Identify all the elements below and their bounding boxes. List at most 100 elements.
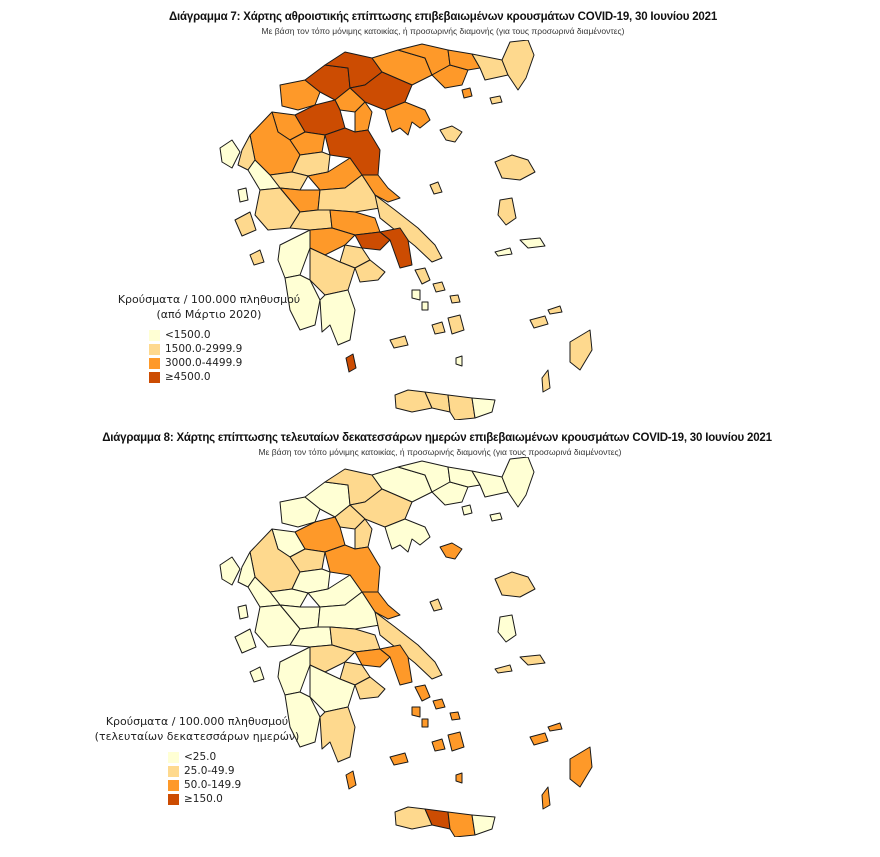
region-kalymnos — [529, 315, 549, 329]
legend-item: ≥150.0 — [168, 792, 306, 806]
legend-label: 50.0-149.9 — [184, 779, 242, 791]
region-syros — [421, 718, 429, 728]
diagram-8-subtitle: Με βάση τον τόπο μόνιμης κατοικίας, ή πρ… — [258, 447, 622, 457]
region-skyros — [429, 598, 443, 612]
region-kefalonia — [234, 628, 257, 654]
region-mykonos — [449, 711, 461, 721]
region-lakonia — [319, 289, 356, 346]
region-rodopi — [471, 53, 509, 81]
region-lefkada — [237, 604, 249, 620]
region-milos — [389, 752, 409, 766]
region-lasithi — [471, 397, 496, 419]
region-attica-west — [354, 231, 391, 251]
region-heraklion — [447, 811, 476, 838]
region-kythira — [345, 770, 357, 790]
region-andros — [414, 267, 431, 285]
region-samothraki — [489, 95, 503, 105]
region-milos — [389, 335, 409, 349]
region-ilia — [277, 229, 311, 279]
diagram-8-legend: Κρούσματα / 100.000 πληθυσμού (τελευταίω… — [88, 714, 306, 806]
region-arkadia — [309, 247, 356, 296]
region-kea — [411, 706, 421, 718]
region-zakynthos — [249, 666, 265, 683]
region-larisa — [324, 127, 381, 176]
diagram-8-title: Διάγραμμα 8: Χάρτης επίπτωσης τελευταίων… — [102, 432, 772, 444]
region-argolida — [354, 676, 386, 700]
region-kavala — [431, 481, 469, 506]
legend-label: <25.0 — [184, 751, 217, 763]
legend-item: 1500.0-2999.9 — [149, 342, 318, 356]
region-samos — [519, 237, 546, 249]
diagram-7-panel: Διάγραμμα 7: Χάρτης αθροιστικής επίπτωση… — [0, 0, 880, 425]
region-preveza — [247, 576, 281, 608]
region-chios — [497, 614, 517, 643]
legend-item: 50.0-149.9 — [168, 778, 306, 792]
region-heraklion — [447, 394, 476, 421]
region-argolida — [354, 259, 386, 283]
region-kefalonia — [234, 211, 257, 237]
legend-swatch-class-2 — [149, 343, 160, 355]
legend-title-line-2: (από Μάρτιο 2020) — [156, 308, 262, 321]
legend-item: <1500.0 — [149, 328, 318, 342]
region-limnos — [439, 542, 463, 560]
legend-label: ≥150.0 — [184, 793, 223, 805]
region-corfu — [219, 556, 241, 586]
region-messinia — [284, 691, 321, 748]
legend-swatch-class-3 — [149, 357, 160, 369]
region-lakonia — [319, 706, 356, 763]
region-karpathos — [541, 369, 551, 393]
legend-swatch-class-2 — [168, 765, 179, 777]
diagram-7-choropleth-map — [150, 39, 710, 421]
region-ilia — [277, 646, 311, 696]
region-skyros — [429, 181, 443, 195]
region-zakynthos — [249, 249, 265, 266]
region-kalymnos — [529, 732, 549, 746]
diagram-7-title: Διάγραμμα 7: Χάρτης αθροιστικής επίπτωση… — [168, 11, 718, 23]
legend-item: 3000.0-4499.9 — [149, 356, 318, 370]
legend-label: 3000.0-4499.9 — [165, 357, 243, 369]
region-limnos — [439, 125, 463, 143]
legend-label: 1500.0-2999.9 — [165, 343, 243, 355]
region-karpathos — [541, 786, 551, 810]
region-thessaloniki — [349, 71, 413, 111]
region-ikaria — [494, 664, 513, 674]
legend-item: <25.0 — [168, 750, 306, 764]
legend-item: 25.0-49.9 — [168, 764, 306, 778]
region-chalkidiki — [384, 101, 431, 136]
region-corfu — [219, 139, 241, 169]
region-arkadia — [309, 664, 356, 713]
region-andros — [414, 684, 431, 702]
region-rodopi — [471, 470, 509, 498]
region-evros — [501, 39, 535, 91]
region-santorini — [455, 355, 463, 367]
region-paros — [431, 738, 446, 752]
region-pieria — [354, 101, 373, 133]
region-tinos — [432, 281, 446, 293]
region-ikaria — [494, 247, 513, 257]
region-chalkidiki — [384, 518, 431, 553]
region-samothraki — [489, 512, 503, 522]
region-evia — [374, 194, 443, 263]
region-lefkada — [237, 187, 249, 203]
legend-title-line-1: Κρούσματα / 100.000 πληθυσμού — [117, 293, 301, 306]
region-pieria — [354, 518, 373, 550]
legend-title-line-1: Κρούσματα / 100.000 πληθυσμού — [105, 715, 289, 728]
legend-swatch-class-4 — [168, 793, 179, 805]
region-evros — [501, 456, 535, 508]
region-kea — [411, 289, 421, 301]
region-attica-west — [354, 648, 391, 668]
region-kos — [547, 305, 563, 315]
region-chios — [497, 197, 517, 226]
region-rhodes — [569, 746, 593, 788]
region-messinia — [284, 274, 321, 331]
region-thasos — [461, 87, 473, 99]
region-naxos — [447, 314, 465, 335]
region-thessaloniki — [349, 488, 413, 528]
legend-label: ≥4500.0 — [165, 371, 211, 383]
region-attica-east — [379, 227, 413, 269]
diagram-7-legend: Κρούσματα / 100.000 πληθυσμού (από Μάρτι… — [100, 292, 318, 384]
region-kos — [547, 722, 563, 732]
legend-swatch-class-4 — [149, 371, 160, 383]
legend-swatch-class-1 — [149, 329, 160, 341]
region-preveza — [247, 159, 281, 191]
